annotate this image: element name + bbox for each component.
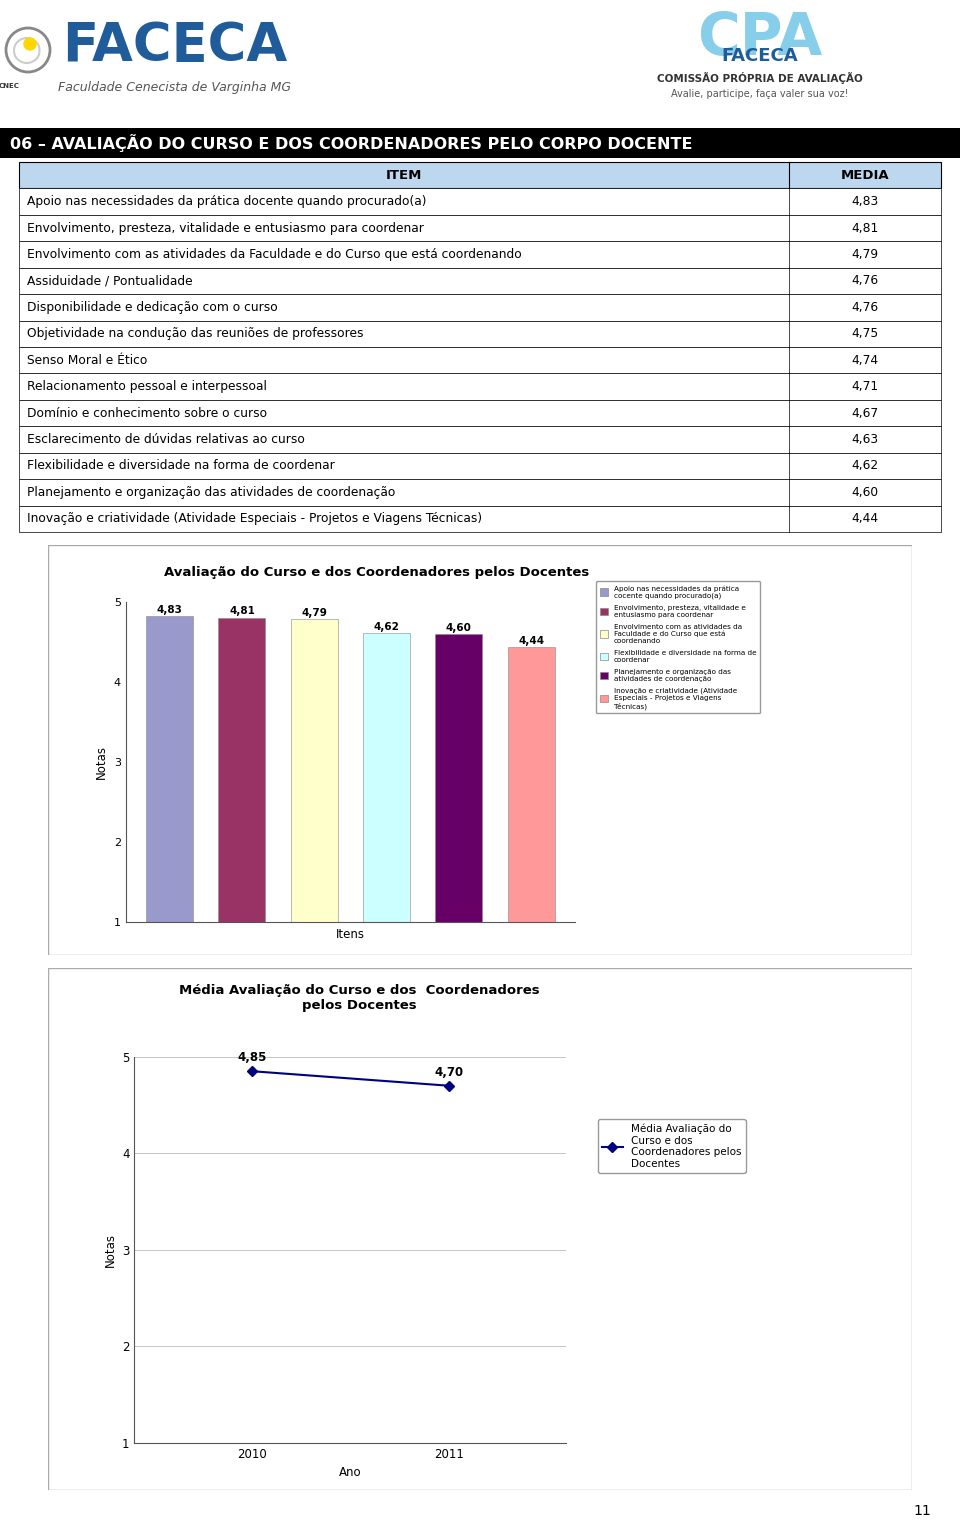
Text: 4,76: 4,76	[852, 301, 878, 314]
Text: 4,81: 4,81	[852, 222, 878, 234]
Bar	[19, 505, 941, 532]
Text: 11: 11	[914, 1504, 931, 1518]
Text: COMISSÃO PRÓPRIA DE AVALIAÇÃO: COMISSÃO PRÓPRIA DE AVALIAÇÃO	[658, 72, 863, 84]
Bar	[19, 162, 941, 188]
Text: Senso Moral e Ético: Senso Moral e Ético	[27, 353, 147, 367]
Text: 4,79: 4,79	[852, 248, 878, 262]
Text: 4,44: 4,44	[852, 513, 878, 525]
Text: 4,62: 4,62	[852, 459, 878, 473]
Text: MEDIA: MEDIA	[840, 168, 889, 182]
Bar	[19, 427, 941, 453]
Text: 4,71: 4,71	[852, 379, 878, 393]
Circle shape	[24, 38, 36, 50]
Text: Objetividade na condução das reuniões de professores: Objetividade na condução das reuniões de…	[27, 327, 363, 340]
Bar	[19, 268, 941, 294]
Text: Esclarecimento de dúvidas relativas ao curso: Esclarecimento de dúvidas relativas ao c…	[27, 433, 304, 447]
Text: Planejamento e organização das atividades de coordenação: Planejamento e organização das atividade…	[27, 487, 395, 499]
Bar	[19, 214, 941, 242]
Text: CPA: CPA	[697, 9, 823, 66]
Text: Assiduidade / Pontualidade: Assiduidade / Pontualidade	[27, 274, 192, 288]
Text: Relacionamento pessoal e interpessoal: Relacionamento pessoal e interpessoal	[27, 379, 267, 393]
Text: Média Avaliação do Curso e dos  Coordenadores
pelos Docentes: Média Avaliação do Curso e dos Coordenad…	[179, 984, 540, 1011]
Text: Envolvimento, presteza, vitalidade e entusiasmo para coordenar: Envolvimento, presteza, vitalidade e ent…	[27, 222, 423, 234]
Bar	[19, 347, 941, 373]
Legend: Média Avaliação do
Curso e dos
Coordenadores pelos
Docentes: Média Avaliação do Curso e dos Coordenad…	[597, 1120, 746, 1174]
Text: 4,76: 4,76	[852, 274, 878, 288]
Text: Flexibilidade e diversidade na forma de coordenar: Flexibilidade e diversidade na forma de …	[27, 459, 334, 473]
Text: 4,60: 4,60	[852, 487, 878, 499]
Bar	[19, 399, 941, 427]
Text: Avaliação do Curso e dos Coordenadores pelos Docentes: Avaliação do Curso e dos Coordenadores p…	[164, 566, 588, 578]
Text: Disponibilidade e dedicação com o curso: Disponibilidade e dedicação com o curso	[27, 301, 277, 314]
Bar	[19, 373, 941, 399]
Bar	[19, 242, 941, 268]
Text: Inovação e criatividade (Atividade Especiais - Projetos e Viagens Técnicas): Inovação e criatividade (Atividade Espec…	[27, 513, 482, 525]
Legend: Apoio nas necessidades da prática
cocente quando procurado(a), Envolvimento, pre: Apoio nas necessidades da prática cocent…	[596, 581, 760, 713]
Text: FACECA: FACECA	[62, 20, 288, 72]
Text: FACECA: FACECA	[722, 47, 799, 64]
Text: Envolvimento com as atividades da Faculdade e do Curso que está coordenando: Envolvimento com as atividades da Faculd…	[27, 248, 521, 262]
Text: Faculdade Cenecista de Varginha MG: Faculdade Cenecista de Varginha MG	[59, 81, 292, 95]
Text: 4,74: 4,74	[852, 353, 878, 367]
Text: 4,83: 4,83	[852, 196, 878, 208]
Text: 4,67: 4,67	[852, 407, 878, 419]
Text: 4,63: 4,63	[852, 433, 878, 447]
Bar	[19, 188, 941, 214]
Text: ITEM: ITEM	[386, 168, 422, 182]
Bar	[19, 453, 941, 479]
Bar	[19, 479, 941, 505]
Bar	[19, 294, 941, 321]
Bar	[19, 321, 941, 347]
Text: Domínio e conhecimento sobre o curso: Domínio e conhecimento sobre o curso	[27, 407, 267, 419]
Text: 4,75: 4,75	[852, 327, 878, 340]
Text: Apoio nas necessidades da prática docente quando procurado(a): Apoio nas necessidades da prática docent…	[27, 196, 426, 208]
Text: CNEC: CNEC	[0, 83, 19, 89]
Text: ○: ○	[12, 34, 43, 67]
Text: Avalie, participe, faça valer sua voz!: Avalie, participe, faça valer sua voz!	[671, 89, 849, 99]
Text: 06 – AVALIAÇÃO DO CURSO E DOS COORDENADORES PELO CORPO DOCENTE: 06 – AVALIAÇÃO DO CURSO E DOS COORDENADO…	[10, 135, 692, 151]
